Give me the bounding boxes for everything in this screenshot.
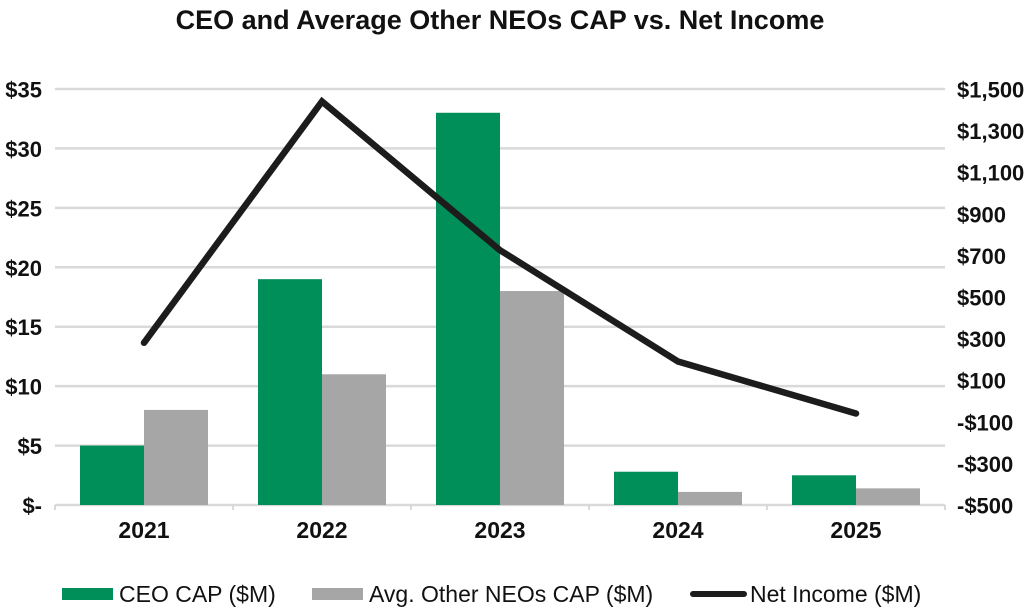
left-axis-tick-label: $25 xyxy=(5,196,42,221)
left-axis-tick-label: $10 xyxy=(5,375,42,400)
chart-canvas: $- $5 $10 $15 $20 $25 $30 $35 -$500 -$300 -$100 $10… xyxy=(5,78,1024,544)
right-axis-tick-label: $1,100 xyxy=(957,161,1024,186)
bar-ceo-cap xyxy=(80,445,144,505)
legend-swatch-avg-other-neos-cap-icon xyxy=(312,588,363,600)
x-axis-category-label: 2021 xyxy=(118,517,169,543)
legend-label-ceo-cap: CEO CAP ($M) xyxy=(119,580,276,607)
x-axis-category-label: 2024 xyxy=(652,517,703,543)
legend-label-avg-other-neos-cap: Avg. Other NEOs CAP ($M) xyxy=(369,580,654,607)
right-axis-tick-label: $300 xyxy=(957,327,1006,352)
bar-avg-other-neos-cap xyxy=(678,491,742,505)
legend-item-ceo-cap: CEO CAP ($M) xyxy=(62,580,276,608)
left-axis-tick-label: $35 xyxy=(5,78,42,103)
left-axis-tick-label: $20 xyxy=(5,256,42,281)
right-axis-tick-label: -$300 xyxy=(957,452,1013,477)
net-income-line xyxy=(140,96,860,417)
right-axis-tick-label: $900 xyxy=(957,202,1006,227)
right-axis-tick-label: $700 xyxy=(957,244,1006,269)
bar-ceo-cap xyxy=(792,475,856,505)
legend-item-net-income: Net Income ($M) xyxy=(690,580,921,608)
bar-ceo-cap xyxy=(614,471,678,505)
legend-swatch-ceo-cap-icon xyxy=(62,588,113,600)
bar-ceo-cap xyxy=(436,112,500,506)
legend-item-avg-other-neos-cap: Avg. Other NEOs CAP ($M) xyxy=(312,580,653,608)
left-axis-tick-label: $30 xyxy=(5,137,42,162)
bar-avg-other-neos-cap xyxy=(144,409,208,505)
legend-swatch-net-income-line-icon xyxy=(690,591,747,597)
right-axis-tick-label: $100 xyxy=(957,369,1006,394)
right-axis-tick-label: $1,300 xyxy=(957,119,1024,144)
bar-avg-other-neos-cap xyxy=(322,374,386,505)
left-axis-tick-label: $15 xyxy=(5,315,42,340)
right-axis-tick-label: $500 xyxy=(957,286,1006,311)
bar-avg-other-neos-cap xyxy=(500,291,564,505)
chart-legend: CEO CAP ($M) Avg. Other NEOs CAP ($M) Ne… xyxy=(0,580,1032,610)
right-axis-tick-label: $1,500 xyxy=(957,78,1024,103)
x-axis-category-label: 2022 xyxy=(296,517,347,543)
right-axis-tick-label: -$100 xyxy=(957,410,1013,435)
left-axis-tick-label: $5 xyxy=(18,434,42,459)
bar-ceo-cap xyxy=(258,279,322,505)
x-axis-category-label: 2023 xyxy=(474,517,525,543)
right-axis-tick-label: -$500 xyxy=(957,494,1013,519)
bar-avg-other-neos-cap xyxy=(856,488,920,505)
left-axis-tick-label: $- xyxy=(22,494,42,519)
legend-label-net-income: Net Income ($M) xyxy=(750,580,922,607)
x-axis-category-label: 2025 xyxy=(830,517,881,543)
chart-title: CEO and Average Other NEOs CAP vs. Net I… xyxy=(175,5,825,35)
